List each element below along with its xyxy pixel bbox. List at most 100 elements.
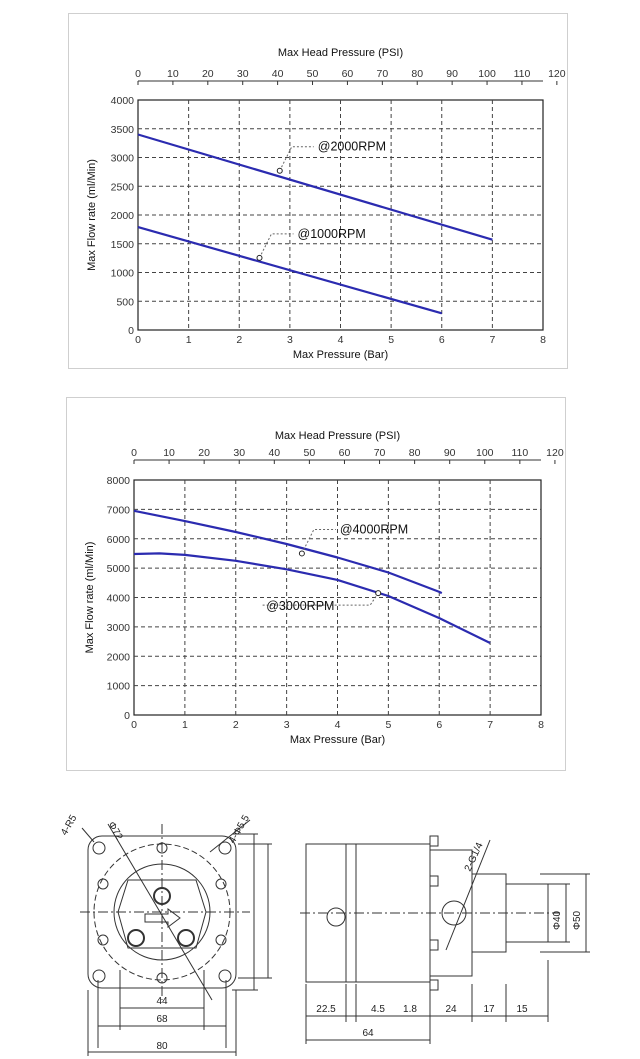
chart-panel-1: Max Head Pressure (PSI) 0 10 20 30 40 50 60 70 80…	[68, 13, 568, 369]
x-tick-label-1-3: 3	[287, 334, 293, 346]
y-tick-label-1-3500: 3500	[111, 124, 135, 136]
x-tick-label-2-8: 8	[538, 719, 544, 731]
series-line-1-0	[137, 133, 493, 241]
y-tick-label-1-2000: 2000	[111, 210, 135, 222]
x-tick-label-2-6: 6	[436, 719, 442, 731]
top-tick-label-2-90: 90	[444, 447, 456, 459]
top-axis-title-1: Max Head Pressure (PSI)	[278, 47, 403, 59]
front-view	[80, 819, 272, 1056]
dim-4-5: 4.5	[371, 1004, 385, 1015]
x-tick-label-2-3: 3	[284, 719, 290, 731]
series-marker-2-1	[375, 590, 382, 597]
y-axis-title-1: Max Flow rate (ml/Min)	[86, 159, 98, 271]
top-tick-label-2-100: 100	[476, 447, 494, 459]
top-tick-label-2-30: 30	[233, 447, 245, 459]
dim-17: 17	[483, 1004, 495, 1015]
dim-r5: 4-R5	[59, 813, 80, 838]
y-tick-label-1-0: 0	[128, 325, 134, 337]
chart-panel-2: Max Head Pressure (PSI) 0 10 20 30 40 50 60 70 80…	[66, 397, 566, 771]
x-tick-label-2-4: 4	[335, 719, 341, 731]
top-tick-label-1-40: 40	[272, 68, 284, 80]
y-axis-title-2: Max Flow rate (ml/Min)	[84, 542, 96, 654]
y-tick-label-2-7000: 7000	[107, 504, 131, 516]
port-left	[127, 929, 145, 947]
flow-arrow-icon	[144, 908, 181, 928]
dim-22-5: 22.5	[316, 1004, 336, 1015]
series-marker-1-0	[276, 167, 283, 174]
dim-80: 80	[156, 1041, 168, 1052]
top-tick-label-1-60: 60	[342, 68, 354, 80]
top-tick-label-2-50: 50	[304, 447, 316, 459]
series-leader-2-0	[301, 528, 336, 554]
x-tick-label-2-5: 5	[385, 719, 391, 731]
side-view	[300, 835, 590, 1044]
x-tick-label-1-6: 6	[439, 334, 445, 346]
dim-68: 68	[156, 1014, 168, 1025]
corner-hole-br	[218, 969, 232, 983]
corner-hole-tl	[92, 841, 106, 855]
dim-15: 15	[516, 1004, 528, 1015]
x-tick-label-2-2: 2	[233, 719, 239, 731]
top-tick-label-1-80: 80	[411, 68, 423, 80]
top-tick-label-2-70: 70	[374, 447, 386, 459]
series-label-2-1: @3000RPM	[266, 599, 334, 613]
top-tick-label-1-120: 120	[548, 68, 566, 80]
x-tick-label-1-7: 7	[489, 334, 495, 346]
top-tick-label-2-80: 80	[409, 447, 421, 459]
series-line-1-1	[137, 226, 443, 315]
dim-phi40: Φ40	[552, 910, 563, 930]
dim-64: 64	[362, 1028, 374, 1039]
top-tick-label-1-20: 20	[202, 68, 214, 80]
y-tick-label-2-4000: 4000	[107, 593, 131, 605]
y-tick-label-2-2000: 2000	[107, 651, 131, 663]
x-tick-label-2-1: 1	[182, 719, 188, 731]
screw-left	[97, 878, 109, 890]
screw-br	[215, 934, 227, 946]
chart-2: Max Head Pressure (PSI)0 10 20 30 40 50 60 70 80…	[84, 430, 564, 746]
top-tick-label-1-10: 10	[167, 68, 179, 80]
series-line-2-0	[133, 509, 443, 595]
top-tick-label-1-90: 90	[446, 68, 458, 80]
x-tick-label-1-5: 5	[388, 334, 394, 346]
top-tick-label-1-70: 70	[376, 68, 388, 80]
series-label-2-0: @4000RPM	[340, 522, 408, 536]
y-tick-label-1-1500: 1500	[111, 239, 135, 251]
y-tick-label-2-1000: 1000	[107, 681, 131, 693]
top-tick-label-1-30: 30	[237, 68, 249, 80]
y-tick-label-1-3000: 3000	[111, 153, 135, 165]
series-label-1-0: @2000RPM	[318, 140, 386, 154]
x-tick-label-1-2: 2	[236, 334, 242, 346]
top-axis-title-2: Max Head Pressure (PSI)	[275, 430, 400, 442]
y-tick-label-1-4000: 4000	[111, 95, 135, 107]
dim-phi50: Φ50	[572, 910, 583, 930]
x-axis-title-1: Max Pressure (Bar)	[293, 349, 388, 361]
y-tick-label-2-5000: 5000	[107, 563, 131, 575]
dim-hole: 4-Φ5.5	[227, 813, 252, 846]
dim-24: 24	[445, 1004, 457, 1015]
top-tick-label-2-0: 0	[131, 447, 137, 459]
y-tick-label-2-8000: 8000	[107, 475, 131, 487]
y-tick-label-1-1000: 1000	[111, 268, 135, 280]
x-tick-label-2-0: 0	[131, 719, 137, 731]
series-leader-1-1	[259, 233, 294, 259]
x-axis-title-2: Max Pressure (Bar)	[290, 734, 385, 746]
series-marker-2-0	[298, 550, 305, 557]
y-tick-label-2-6000: 6000	[107, 534, 131, 546]
screw-bl	[97, 934, 109, 946]
dim-port: 2-G1/4	[463, 841, 486, 874]
top-tick-label-1-100: 100	[478, 68, 496, 80]
top-tick-label-2-40: 40	[268, 447, 280, 459]
corner-hole-tr	[218, 841, 232, 855]
x-tick-label-2-7: 7	[487, 719, 493, 731]
side-shaft-circle	[326, 907, 346, 927]
x-tick-label-1-8: 8	[540, 334, 546, 346]
top-tick-label-2-20: 20	[198, 447, 210, 459]
top-tick-label-1-110: 110	[514, 68, 531, 80]
y-tick-label-2-3000: 3000	[107, 622, 131, 634]
chart-1: Max Head Pressure (PSI)0 10 20 30 40 50 60 70 80…	[86, 47, 566, 361]
top-tick-label-2-110: 110	[511, 447, 528, 459]
dim-44: 44	[156, 996, 168, 1007]
top-tick-label-1-0: 0	[135, 68, 141, 80]
top-tick-label-2-60: 60	[339, 447, 351, 459]
top-tick-label-2-10: 10	[163, 447, 175, 459]
